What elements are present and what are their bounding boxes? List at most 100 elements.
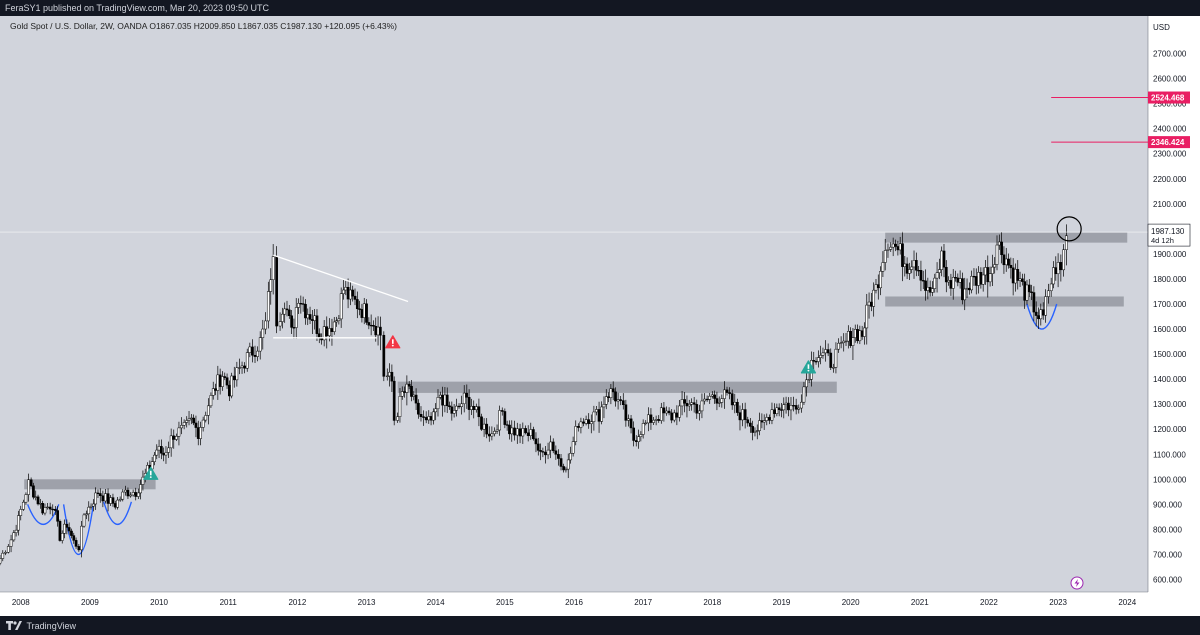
candle-up: [947, 280, 950, 283]
candle: [221, 371, 224, 391]
candle-up: [60, 533, 64, 541]
candle-down: [582, 421, 585, 424]
candle-up: [82, 514, 86, 527]
candle-down: [358, 308, 361, 310]
candle: [751, 420, 755, 441]
candle-down: [70, 530, 73, 536]
candle-up: [951, 277, 955, 289]
candle-up: [63, 523, 66, 534]
candle-down: [134, 492, 138, 497]
candle: [800, 394, 803, 413]
candle: [287, 305, 291, 319]
candle-up: [665, 410, 668, 414]
candle-up: [800, 401, 803, 409]
candle-up: [136, 492, 140, 497]
candle-up: [337, 318, 341, 321]
candle-up: [376, 326, 380, 336]
candle: [1062, 244, 1065, 277]
candle-down: [919, 270, 923, 281]
candle: [121, 489, 125, 502]
candle-down: [500, 410, 504, 412]
candle-down: [228, 384, 231, 397]
candle-down: [894, 243, 897, 247]
candle-down: [65, 523, 69, 528]
candle-down: [29, 479, 33, 487]
candle: [705, 395, 709, 402]
candle: [174, 433, 178, 442]
candle-up: [164, 452, 168, 456]
candle: [123, 485, 127, 496]
candle-up: [865, 304, 869, 329]
candle: [733, 393, 737, 414]
candle-up: [306, 314, 310, 319]
candle: [546, 442, 550, 460]
candle: [432, 408, 435, 425]
candle-down: [1009, 264, 1013, 269]
candle: [450, 401, 454, 421]
candle: [782, 397, 786, 419]
candle-down: [369, 324, 373, 327]
x-tick-label: 2010: [150, 598, 168, 607]
candle-down: [692, 402, 696, 405]
candle: [662, 401, 666, 422]
candle-down: [98, 493, 102, 496]
candle-down: [746, 419, 750, 424]
time-scale[interactable]: [0, 592, 1200, 618]
x-tick-label: 2009: [81, 598, 99, 607]
lightning-icon[interactable]: [1070, 576, 1084, 590]
y-tick-label: 1200.000: [1153, 425, 1187, 434]
candle: [894, 239, 897, 252]
candle-down: [611, 388, 615, 393]
candle: [524, 425, 527, 435]
candle-up: [344, 286, 348, 291]
candle: [445, 387, 449, 414]
candle-down: [954, 277, 957, 279]
candle-up: [886, 249, 890, 251]
candle-up: [204, 415, 208, 421]
candle: [743, 402, 747, 429]
candle: [787, 397, 790, 417]
trendline: [272, 254, 409, 303]
candle-up: [965, 287, 969, 290]
candle-up: [753, 431, 757, 433]
candle: [139, 479, 142, 500]
candle-down: [407, 383, 411, 387]
candle-up: [339, 293, 343, 320]
candle: [498, 405, 502, 436]
candle: [72, 532, 76, 544]
candle-up: [43, 507, 47, 514]
candle-down: [972, 275, 976, 278]
candle: [17, 510, 20, 536]
price-chart[interactable]: 2700.000 2600.000 2500.000 2400.000 2300.000…: [0, 16, 1200, 618]
candle: [211, 381, 215, 400]
candle-up: [498, 410, 502, 431]
candle: [933, 273, 937, 293]
candle-up: [574, 426, 578, 442]
candle-down: [1030, 291, 1033, 293]
candle-up: [717, 402, 721, 404]
candle-up: [831, 367, 835, 369]
candle-down: [162, 453, 166, 456]
candle: [713, 390, 716, 404]
candle: [1052, 261, 1055, 289]
candle: [536, 437, 540, 456]
candle: [995, 235, 999, 271]
candle: [715, 391, 719, 411]
candle-up: [199, 427, 202, 439]
candle: [14, 524, 18, 537]
candle: [807, 373, 811, 383]
candle: [92, 499, 95, 512]
candle: [129, 492, 132, 498]
candle: [126, 487, 130, 500]
candle: [1056, 253, 1060, 288]
candle-up: [521, 428, 525, 437]
candle-down: [730, 393, 734, 406]
candle-up: [180, 425, 183, 429]
price-scale[interactable]: [1148, 16, 1200, 592]
candle: [271, 244, 275, 295]
candle: [472, 400, 476, 419]
candle: [294, 298, 298, 339]
last-price-label: 1987.130: [1151, 227, 1185, 236]
candle-down: [961, 278, 964, 301]
candle: [56, 506, 59, 527]
